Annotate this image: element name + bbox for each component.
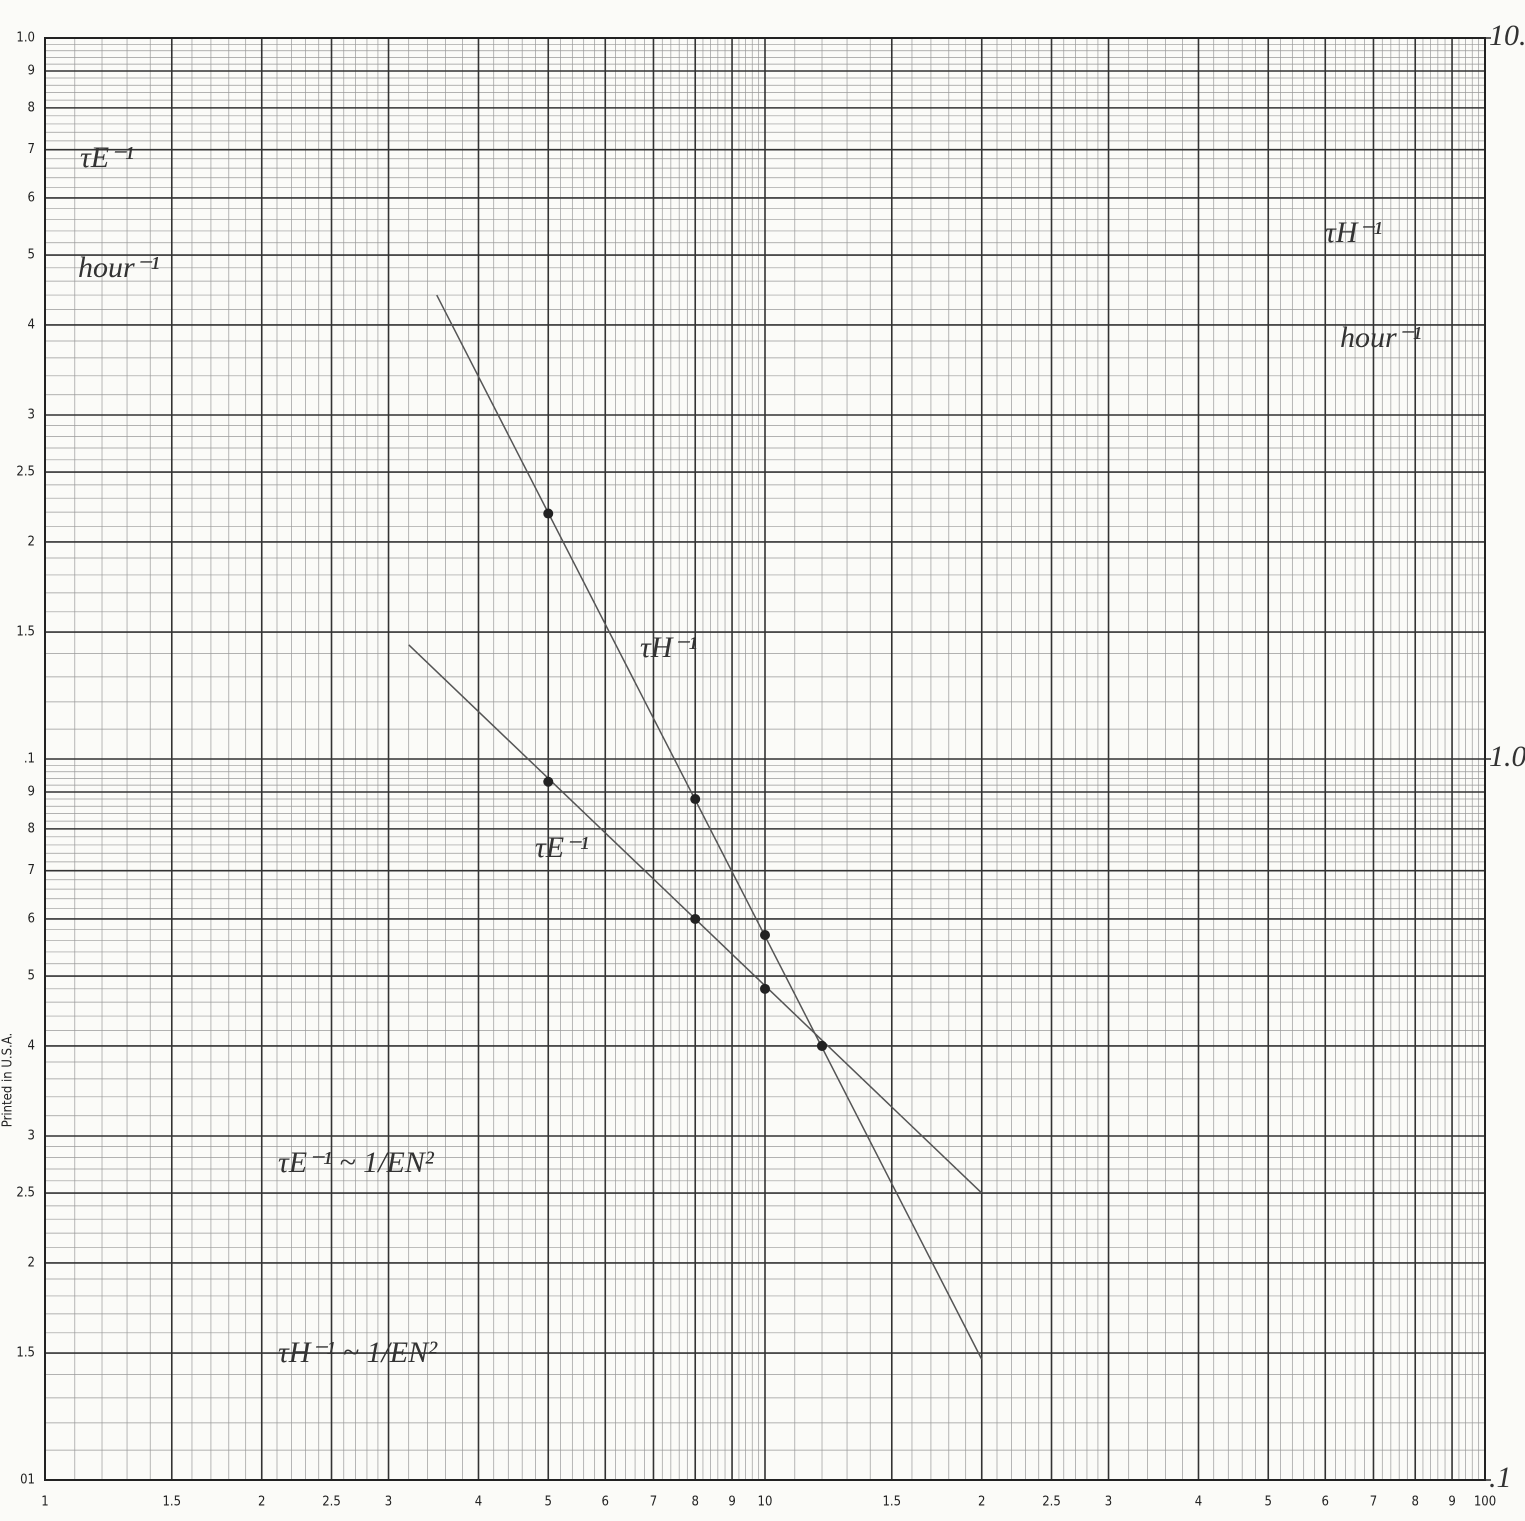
- x-tick-label: 2: [258, 1495, 265, 1510]
- annotation: hour⁻¹: [78, 251, 160, 284]
- x-tick-label: 3: [385, 1495, 392, 1510]
- x-tick-label: 9: [1448, 1495, 1455, 1510]
- y2-tick-label: 10.: [1489, 19, 1525, 52]
- y-tick-label: 9: [28, 784, 35, 799]
- x-tick-label: 1.5: [162, 1495, 181, 1510]
- data-point: [760, 983, 770, 994]
- y-tick-label: 3: [28, 1128, 35, 1143]
- y-tick-label: 1.0: [16, 31, 35, 46]
- x-tick-label: 9: [728, 1495, 735, 1510]
- y-tick-label: 2: [28, 1255, 35, 1270]
- y-tick-label: 2.5: [16, 1186, 35, 1201]
- x-tick-label: 7: [650, 1495, 657, 1510]
- y-tick-label: 1.5: [16, 1346, 35, 1361]
- data-point: [817, 1040, 828, 1051]
- y-tick-label: 8: [28, 821, 35, 836]
- y2-tick-label: 1.0: [1489, 740, 1525, 773]
- annotation: τH⁻¹ ~ 1/EN²: [278, 1336, 438, 1369]
- x-tick-label: 2: [978, 1495, 985, 1510]
- x-tick-label: 4: [1195, 1495, 1202, 1510]
- y-tick-label: 6: [28, 911, 35, 926]
- data-point: [690, 794, 701, 805]
- y-tick-label: 5: [28, 248, 35, 263]
- x-tick-label: 5: [1265, 1495, 1272, 1510]
- annotation: τE⁻¹: [80, 141, 134, 174]
- y-tick-label: 2.5: [16, 465, 35, 480]
- annotation: hour⁻¹: [1340, 321, 1422, 354]
- data-point: [690, 913, 701, 924]
- imprint: Printed in U.S.A.: [1, 1033, 16, 1128]
- y-tick-label: .1: [24, 752, 35, 767]
- x-tick-label: 2.5: [322, 1495, 341, 1510]
- annotation: τE⁻¹ ~ 1/EN²: [278, 1146, 435, 1179]
- y-tick-label: 8: [28, 100, 35, 115]
- x-tick-label: 10: [758, 1495, 773, 1510]
- y-tick-label: 1.5: [16, 625, 35, 640]
- y-tick-label: 01: [20, 1473, 35, 1488]
- plot-frame: [44, 37, 1486, 1481]
- y-tick-label: 7: [28, 863, 35, 878]
- data-point: [543, 776, 554, 787]
- data-point: [543, 508, 554, 519]
- annotation: τE⁻¹: [535, 831, 589, 864]
- y-tick-label: 9: [28, 63, 35, 78]
- annotation: τH⁻¹: [640, 631, 697, 664]
- y-tick-label: 4: [28, 317, 35, 332]
- x-tick-label: 7: [1370, 1495, 1377, 1510]
- y-tick-label: 7: [28, 142, 35, 157]
- x-tick-label: 8: [1411, 1495, 1418, 1510]
- x-tick-label: 2.5: [1042, 1495, 1061, 1510]
- x-tick-label: 8: [691, 1495, 698, 1510]
- x-tick-label: 1.5: [882, 1495, 901, 1510]
- y-tick-label: 5: [28, 969, 35, 984]
- data-point: [760, 930, 770, 941]
- x-tick-label: 6: [602, 1495, 609, 1510]
- x-tick-label: 5: [545, 1495, 552, 1510]
- x-tick-label: 1: [41, 1495, 48, 1510]
- fit-line: [436, 294, 983, 1360]
- y2-tick-label: .1: [1489, 1461, 1512, 1494]
- x-tick-label: 3: [1105, 1495, 1112, 1510]
- x-tick-label: 4: [475, 1495, 482, 1510]
- x-tick-label: 6: [1322, 1495, 1329, 1510]
- y-tick-label: 2: [28, 534, 35, 549]
- annotation: τH⁻¹: [1325, 216, 1382, 249]
- y-tick-label: 6: [28, 190, 35, 205]
- y-tick-label: 4: [28, 1038, 35, 1053]
- y-tick-label: 3: [28, 407, 35, 422]
- x-tick-label: 100: [1474, 1495, 1496, 1510]
